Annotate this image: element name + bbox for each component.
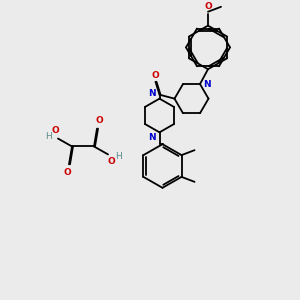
Text: N: N: [203, 80, 211, 88]
Text: N: N: [148, 133, 155, 142]
Text: O: O: [204, 2, 212, 11]
Text: H: H: [116, 152, 122, 161]
Text: O: O: [152, 71, 159, 80]
Text: H: H: [45, 132, 51, 141]
Text: O: O: [107, 158, 115, 166]
Text: O: O: [51, 126, 59, 135]
Text: O: O: [63, 168, 71, 177]
Text: O: O: [95, 116, 103, 125]
Text: N: N: [148, 89, 155, 98]
